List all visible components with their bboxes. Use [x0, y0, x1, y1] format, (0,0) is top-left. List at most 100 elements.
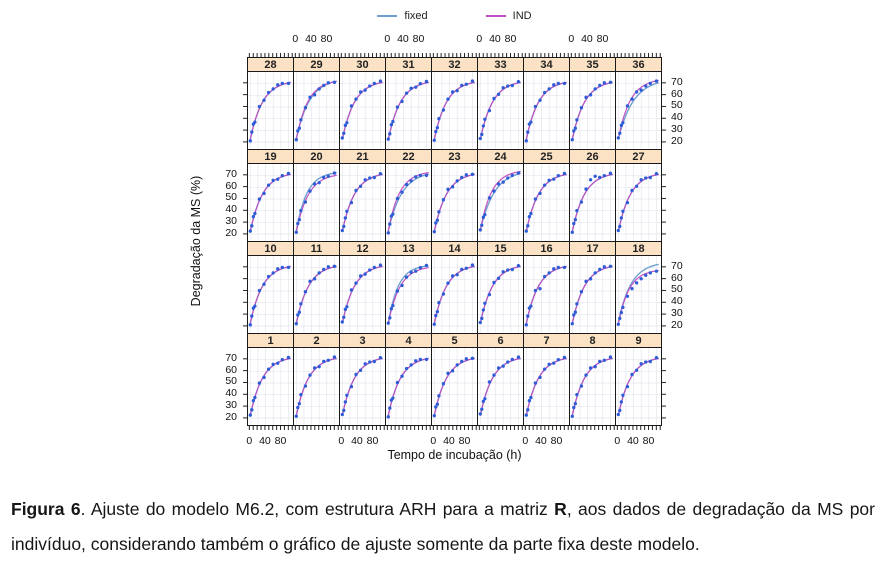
- panel-plot-13: [385, 255, 431, 333]
- panel-plot-32: [431, 71, 477, 149]
- figure-caption: Figura 6. Ajuste do modelo M6.2, com est…: [11, 492, 875, 562]
- x-axis-ticks-bottom: [248, 426, 661, 430]
- panel-strip-31: 31: [385, 57, 431, 71]
- x-tick-label-bottom: 40: [627, 435, 639, 447]
- legend-label-fixed: fixed: [404, 10, 428, 22]
- panel-strip-23: 23: [431, 149, 477, 163]
- panel-strip-32: 32: [431, 57, 477, 71]
- panel-strip-16: 16: [523, 241, 569, 255]
- y-tick-label-left: 20: [225, 226, 237, 239]
- y-tick-label-left: 40: [225, 203, 237, 216]
- y-axis-title: Degradação da MS (%): [189, 175, 203, 307]
- panel-plot-25: [523, 163, 569, 241]
- panel-strip-29: 29: [293, 57, 339, 71]
- panel-plot-33: [477, 71, 523, 149]
- panel-strip-28: 28: [247, 57, 293, 71]
- caption-text-2: , aos dados de degradação da MS por indi…: [11, 498, 875, 554]
- y-tick-label-left: 50: [225, 191, 237, 204]
- y-tick-label-left: 70: [225, 351, 237, 364]
- x-tick-label-top: 40: [489, 33, 501, 45]
- panel-plot-26: [569, 163, 615, 241]
- y-tick-label-left: 60: [225, 179, 237, 192]
- y-tick-label-right: 30: [671, 307, 683, 320]
- x-axis-ticks-top: [248, 53, 661, 57]
- panel-strip-8: 8: [569, 333, 615, 347]
- panel-plot-31: [385, 71, 431, 149]
- panel-strip-15: 15: [477, 241, 523, 255]
- y-tick-label-left: 30: [225, 215, 237, 228]
- x-tick-label-top: 80: [596, 33, 609, 45]
- y-tick-label-right: 70: [671, 259, 683, 272]
- x-tick-label-bottom: 80: [274, 435, 287, 447]
- panel-plot-8: [569, 347, 615, 425]
- x-axis-title: Tempo de incubação (h): [387, 448, 522, 462]
- panel-plot-14: [431, 255, 477, 333]
- panel-strip-21: 21: [339, 149, 385, 163]
- panel-strip-20: 20: [293, 149, 339, 163]
- y-tick-label-left: 20: [225, 410, 237, 423]
- panel-strip-7: 7: [523, 333, 569, 347]
- panel-plot-24: [477, 163, 523, 241]
- x-tick-label-bottom: 40: [259, 435, 271, 447]
- lattice-chart: fixed IND 28 29 30 31 32 33 34 35 36 19 20 21 22 23 24…: [189, 10, 683, 462]
- panel-plot-30: [339, 71, 385, 149]
- panel-grid: 28 29 30 31 32 33 34 35 36 19 20 21 22 23 24 25 26 27 10 11…: [247, 57, 662, 426]
- x-tick-label-bottom: 0: [246, 435, 253, 447]
- panel-plot-18: [615, 255, 661, 333]
- panel-strip-25: 25: [523, 149, 569, 163]
- panel-plot-35: [569, 71, 615, 149]
- x-tick-label-top: 40: [305, 33, 317, 45]
- panel-plot-1: [247, 347, 293, 425]
- fixed-line-swatch-icon: [377, 15, 398, 17]
- panel-strip-11: 11: [293, 241, 339, 255]
- panel-strip-3: 3: [339, 333, 385, 347]
- panel-plot-4: [385, 347, 431, 425]
- x-tick-label-top: 0: [476, 33, 483, 45]
- y-tick-label-left: 60: [225, 363, 237, 376]
- panel-plot-9: [615, 347, 661, 425]
- x-tick-label-bottom: 80: [642, 435, 655, 447]
- panel-plot-11: [293, 255, 339, 333]
- panel-strip-26: 26: [569, 149, 615, 163]
- x-tick-label-top: 80: [320, 33, 333, 45]
- panel-plot-36: [615, 71, 661, 149]
- y-axis-ticks-left: [243, 82, 247, 419]
- legend-item-fixed: fixed: [377, 10, 428, 22]
- y-tick-label-right: 20: [671, 134, 683, 147]
- x-tick-label-bottom: 80: [550, 435, 563, 447]
- panel-strip-27: 27: [615, 149, 661, 163]
- panel-plot-17: [569, 255, 615, 333]
- panel-plot-27: [615, 163, 661, 241]
- panel-strip-2: 2: [293, 333, 339, 347]
- panel-plot-3: [339, 347, 385, 425]
- x-tick-label-top: 0: [384, 33, 391, 45]
- panel-plot-10: [247, 255, 293, 333]
- panel-plot-19: [247, 163, 293, 241]
- x-tick-label-bottom: 0: [338, 435, 345, 447]
- x-tick-label-bottom: 40: [535, 435, 547, 447]
- y-tick-label-right: 60: [671, 271, 683, 284]
- panel-strip-9: 9: [615, 333, 661, 347]
- panel-plot-16: [523, 255, 569, 333]
- panel-strip-12: 12: [339, 241, 385, 255]
- panel-strip-14: 14: [431, 241, 477, 255]
- panel-plot-29: [293, 71, 339, 149]
- panel-plot-15: [477, 255, 523, 333]
- panel-strip-5: 5: [431, 333, 477, 347]
- panel-plot-21: [339, 163, 385, 241]
- panel-strip-35: 35: [569, 57, 615, 71]
- x-tick-label-top: 80: [412, 33, 425, 45]
- panel-strip-13: 13: [385, 241, 431, 255]
- y-tick-label-right: 40: [671, 111, 683, 124]
- panel-strip-17: 17: [569, 241, 615, 255]
- panel-strip-4: 4: [385, 333, 431, 347]
- panel-plot-20: [293, 163, 339, 241]
- ind-line-swatch-icon: [485, 15, 506, 17]
- y-tick-label-right: 50: [671, 283, 683, 296]
- y-tick-label-right: 60: [671, 87, 683, 100]
- y-tick-label-left: 30: [225, 399, 237, 412]
- x-tick-label-bottom: 0: [522, 435, 529, 447]
- x-tick-label-bottom: 80: [366, 435, 379, 447]
- x-tick-label-top: 80: [504, 33, 517, 45]
